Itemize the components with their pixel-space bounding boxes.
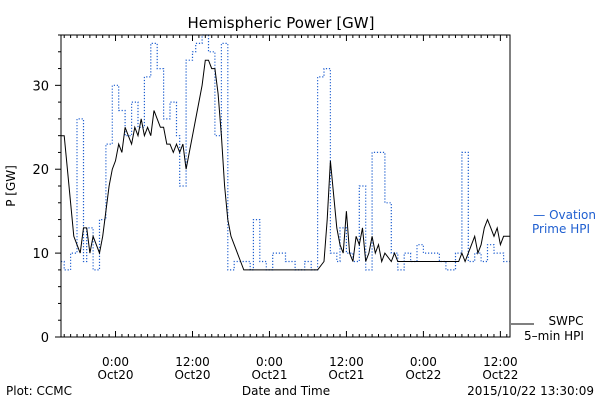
x-tick-label-time: 12:00 xyxy=(175,355,210,369)
x-axis-label: Date and Time xyxy=(242,384,330,398)
legend-swpc-line2: 5–min HPI xyxy=(524,329,584,343)
x-tick-label-date: Oct20 xyxy=(98,368,134,382)
series-layer xyxy=(61,34,510,271)
x-tick-label-date: Oct21 xyxy=(251,368,287,382)
y-axis-label: P [GW] xyxy=(4,165,18,207)
axis-layer: 01020300:00Oct2012:00Oct200:00Oct2112:00… xyxy=(32,34,518,382)
chart-title: Hemispheric Power [GW] xyxy=(188,14,375,32)
plot-credit: Plot: CCMC xyxy=(6,384,72,398)
y-tick-label: 0 xyxy=(41,331,49,346)
legend-ovation-line1: — Ovation xyxy=(533,208,596,222)
y-tick-label: 30 xyxy=(32,79,49,94)
y-tick-label: 10 xyxy=(32,247,49,262)
x-tick-label-time: 0:00 xyxy=(256,355,283,369)
plot-timestamp: 2015/10/22 13:30:09 xyxy=(467,384,594,398)
series-ovation-prime-hpi-line xyxy=(61,34,510,271)
legend-swpc-line1: SWPC xyxy=(548,314,583,328)
x-tick-label-date: Oct22 xyxy=(405,368,441,382)
x-tick-label-date: Oct21 xyxy=(328,368,364,382)
y-tick-label: 20 xyxy=(32,163,49,178)
x-tick-label-time: 0:00 xyxy=(410,355,437,369)
x-tick-label-time: 0:00 xyxy=(102,355,129,369)
x-tick-label-date: Oct22 xyxy=(482,368,518,382)
x-tick-label-time: 12:00 xyxy=(329,355,364,369)
x-tick-label-date: Oct20 xyxy=(174,368,210,382)
series-swpc-5min-hpi-line xyxy=(61,59,510,271)
legend-ovation-line2: Prime HPI xyxy=(532,222,590,236)
plot-frame xyxy=(60,34,511,338)
x-tick-label-time: 12:00 xyxy=(483,355,518,369)
